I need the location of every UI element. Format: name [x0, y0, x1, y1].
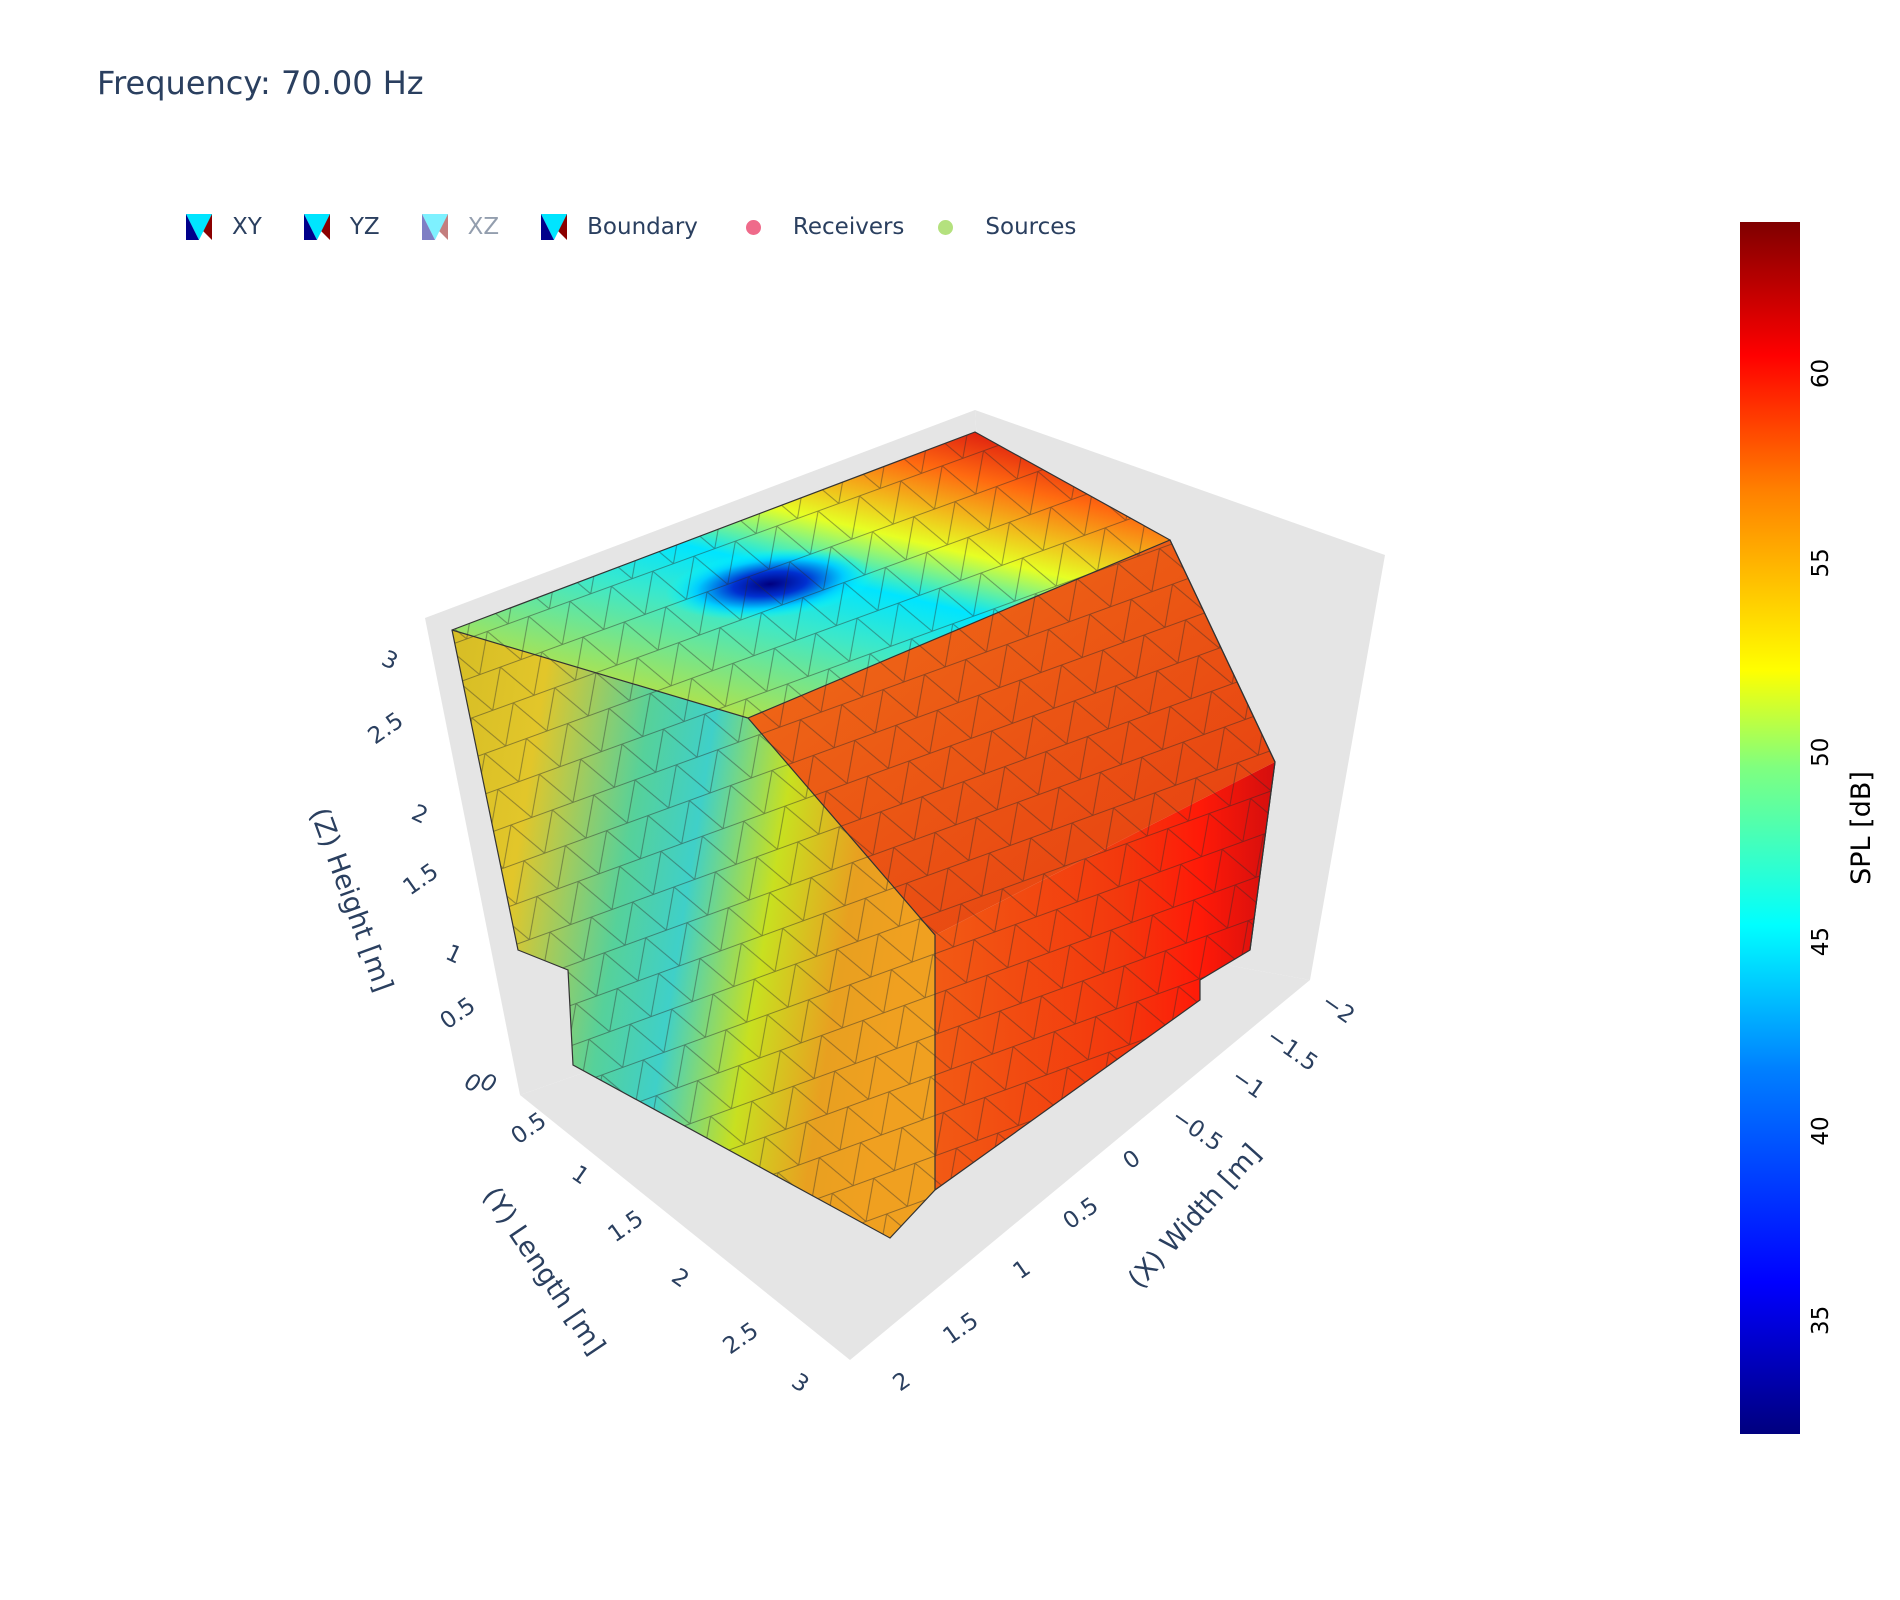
x-tick: −0.5 — [1167, 1104, 1228, 1157]
room-side-face-mesh — [748, 540, 1275, 1190]
legend-item-boundary[interactable]: Boundary — [541, 214, 698, 240]
legend: XY YZ XZ Boundary Receivers Sources — [186, 214, 1118, 240]
y-tick: 2 — [667, 1264, 694, 1294]
legend-item-sources[interactable]: Sources — [932, 214, 1076, 240]
legend-label: Boundary — [587, 214, 698, 240]
z-tick: 2 — [407, 800, 431, 830]
legend-label: Receivers — [792, 214, 905, 240]
x-tick: 1 — [1009, 1255, 1036, 1285]
room-edges — [451, 629, 936, 1190]
y-tick: 3 — [787, 1369, 814, 1399]
y-axis-title: (Y) Length [m] — [476, 1182, 611, 1361]
x-tick: 0.5 — [1059, 1193, 1104, 1235]
colorbar-tick-label: 40 — [1808, 1116, 1834, 1145]
colorbar-tick-label: 45 — [1808, 927, 1834, 956]
mesh-legend-icon — [186, 214, 212, 240]
z-axis-title: (Z) Height [m] — [303, 804, 398, 996]
colorbar-tick-label: 60 — [1808, 359, 1834, 388]
x-tick: 2 — [889, 1367, 916, 1397]
x-tick: −1.5 — [1262, 1024, 1323, 1077]
legend-label: XY — [232, 214, 262, 240]
legend-item-yz[interactable]: YZ — [303, 214, 380, 240]
receiver-marker-icon — [745, 219, 761, 235]
colorbar: 35 40 45 50 55 60 SPL [dB] — [1740, 222, 1877, 1434]
z-tick: 3 — [377, 646, 401, 676]
z-tick: 1 — [441, 940, 465, 970]
chart-title: Frequency: 70.00 Hz — [97, 64, 424, 102]
x-tick: 1.5 — [939, 1308, 984, 1350]
colorbar-tick-label: 50 — [1808, 738, 1834, 767]
mesh-legend-icon — [421, 214, 448, 240]
legend-item-receivers[interactable]: Receivers — [740, 214, 905, 240]
y-tick: 1 — [567, 1161, 594, 1191]
y-tick: 2.5 — [719, 1318, 764, 1360]
legend-item-xz[interactable]: XZ — [421, 214, 500, 240]
legend-label: YZ — [349, 214, 380, 240]
colorbar-ticks: 35 40 45 50 55 60 — [1808, 359, 1834, 1335]
z-tick: 0.5 — [436, 993, 481, 1035]
x-axis-title: (X) Width [m] — [1122, 1138, 1267, 1294]
x-tick: −1 — [1227, 1064, 1270, 1105]
colorbar-tick-label: 35 — [1808, 1306, 1834, 1335]
legend-label: XZ — [467, 214, 500, 240]
y-tick: 1.5 — [604, 1206, 649, 1248]
colorbar-title: SPL [dB] — [1846, 771, 1877, 885]
z-tick: 1.5 — [399, 859, 444, 901]
source-marker-icon — [938, 219, 954, 235]
mesh-legend-icon — [303, 214, 330, 240]
legend-label: Sources — [985, 214, 1077, 240]
x-tick: −2 — [1317, 989, 1360, 1030]
z-tick: 2.5 — [364, 708, 409, 750]
colorbar-tick-label: 55 — [1808, 548, 1834, 577]
colorbar-gradient — [1740, 222, 1800, 1434]
room-front-face-mesh — [452, 630, 935, 1238]
room-top-face-mesh — [452, 432, 1170, 718]
room-outline — [451, 431, 1276, 1239]
legend-item-xy[interactable]: XY — [186, 214, 262, 240]
x-tick: 0 — [1119, 1145, 1146, 1175]
mesh-legend-icon — [541, 214, 568, 240]
